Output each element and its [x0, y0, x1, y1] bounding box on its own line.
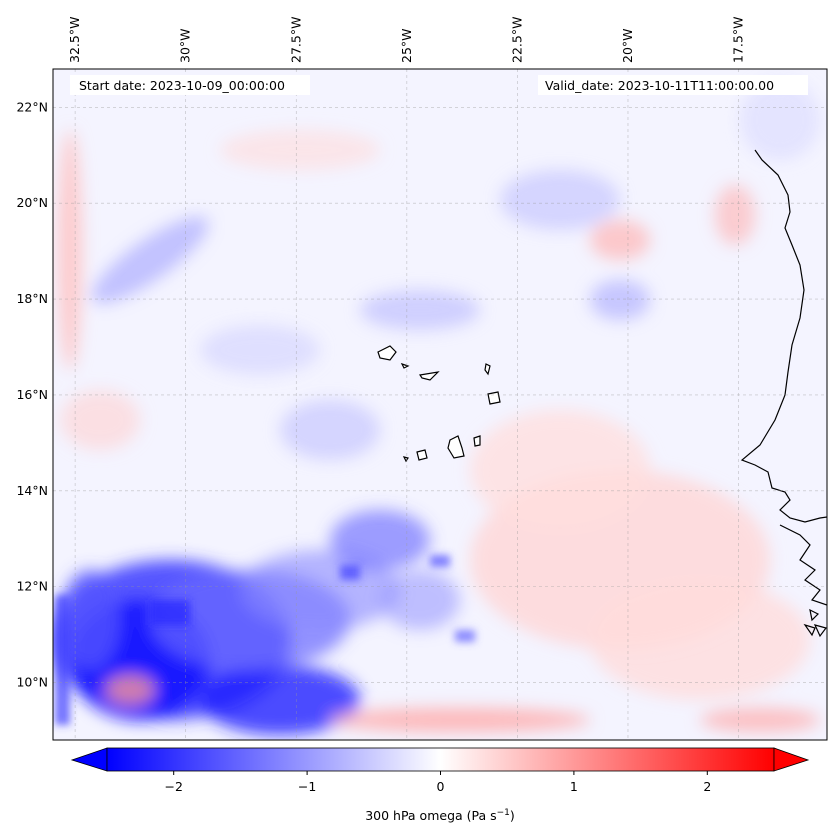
lon-tick-label: 20°W: [620, 28, 635, 63]
lat-tick-label: 10°N: [16, 674, 48, 689]
colorbar-extend-low: [70, 747, 108, 772]
island-fogo: [416, 449, 428, 461]
island-maio: [473, 435, 481, 447]
map-frame: [52, 68, 828, 741]
colorbar-tick-label: 2: [703, 779, 711, 794]
colorbar-bar: [106, 747, 775, 772]
lon-tick-label: 32.5°W: [67, 17, 82, 63]
colorbar-tick-label: −1: [298, 779, 316, 794]
omega-field: [53, 69, 827, 740]
lat-tick-label: 20°N: [16, 195, 48, 210]
lat-tick-label: 14°N: [16, 483, 48, 498]
lon-tick-label: 22.5°W: [509, 17, 524, 63]
lon-tick-label: 27.5°W: [288, 17, 303, 63]
lat-tick-label: 12°N: [16, 579, 48, 594]
latitude-labels: 22°N 20°N 18°N 16°N 14°N 12°N 10°N: [16, 99, 48, 689]
longitude-labels: 32.5°W 30°W 27.5°W 25°W 22.5°W 20°W 17.5°W: [67, 17, 745, 63]
valid-date-box: Valid_date: 2023-10-11T11:00:00.00: [538, 75, 808, 95]
island-santiago: [447, 435, 465, 459]
field-blobs: [53, 80, 820, 735]
lon-tick-label: 25°W: [399, 28, 414, 63]
lat-tick-label: 18°N: [16, 291, 48, 306]
start-date-box: Start date: 2023-10-09_00:00:00: [70, 75, 310, 95]
colorbar-tick-label: −2: [164, 779, 182, 794]
gridlines: [53, 69, 827, 740]
colorbar: −2 −1 0 1 2 300 hPa omega (Pa s−1): [70, 747, 810, 823]
lat-tick-label: 22°N: [16, 99, 48, 114]
lon-tick-label: 30°W: [178, 28, 193, 63]
island-sao-vicente: [400, 362, 410, 369]
field-streaks: [55, 555, 475, 725]
cape-verde-islands: [377, 345, 501, 463]
island-santo-antao: [377, 345, 397, 361]
coastline: [740, 149, 827, 638]
lat-tick-label: 16°N: [16, 387, 48, 402]
valid-date-label: Valid_date: 2023-10-11T11:00:00.00: [545, 78, 774, 93]
lon-tick-label: 17.5°W: [731, 17, 746, 63]
africa-coast: [740, 149, 827, 523]
island-sao-nicolau: [418, 371, 440, 381]
colorbar-extend-high: [773, 747, 810, 772]
colorbar-tick-label: 0: [437, 779, 445, 794]
colorbar-tick-label: 1: [570, 779, 578, 794]
colorbar-ticks: −2 −1 0 1 2: [164, 771, 711, 794]
island-boa-vista: [487, 391, 501, 405]
start-date-label: Start date: 2023-10-09_00:00:00: [79, 78, 285, 93]
colorbar-label: 300 hPa omega (Pa s−1): [365, 808, 515, 823]
island-sal: [484, 363, 491, 376]
